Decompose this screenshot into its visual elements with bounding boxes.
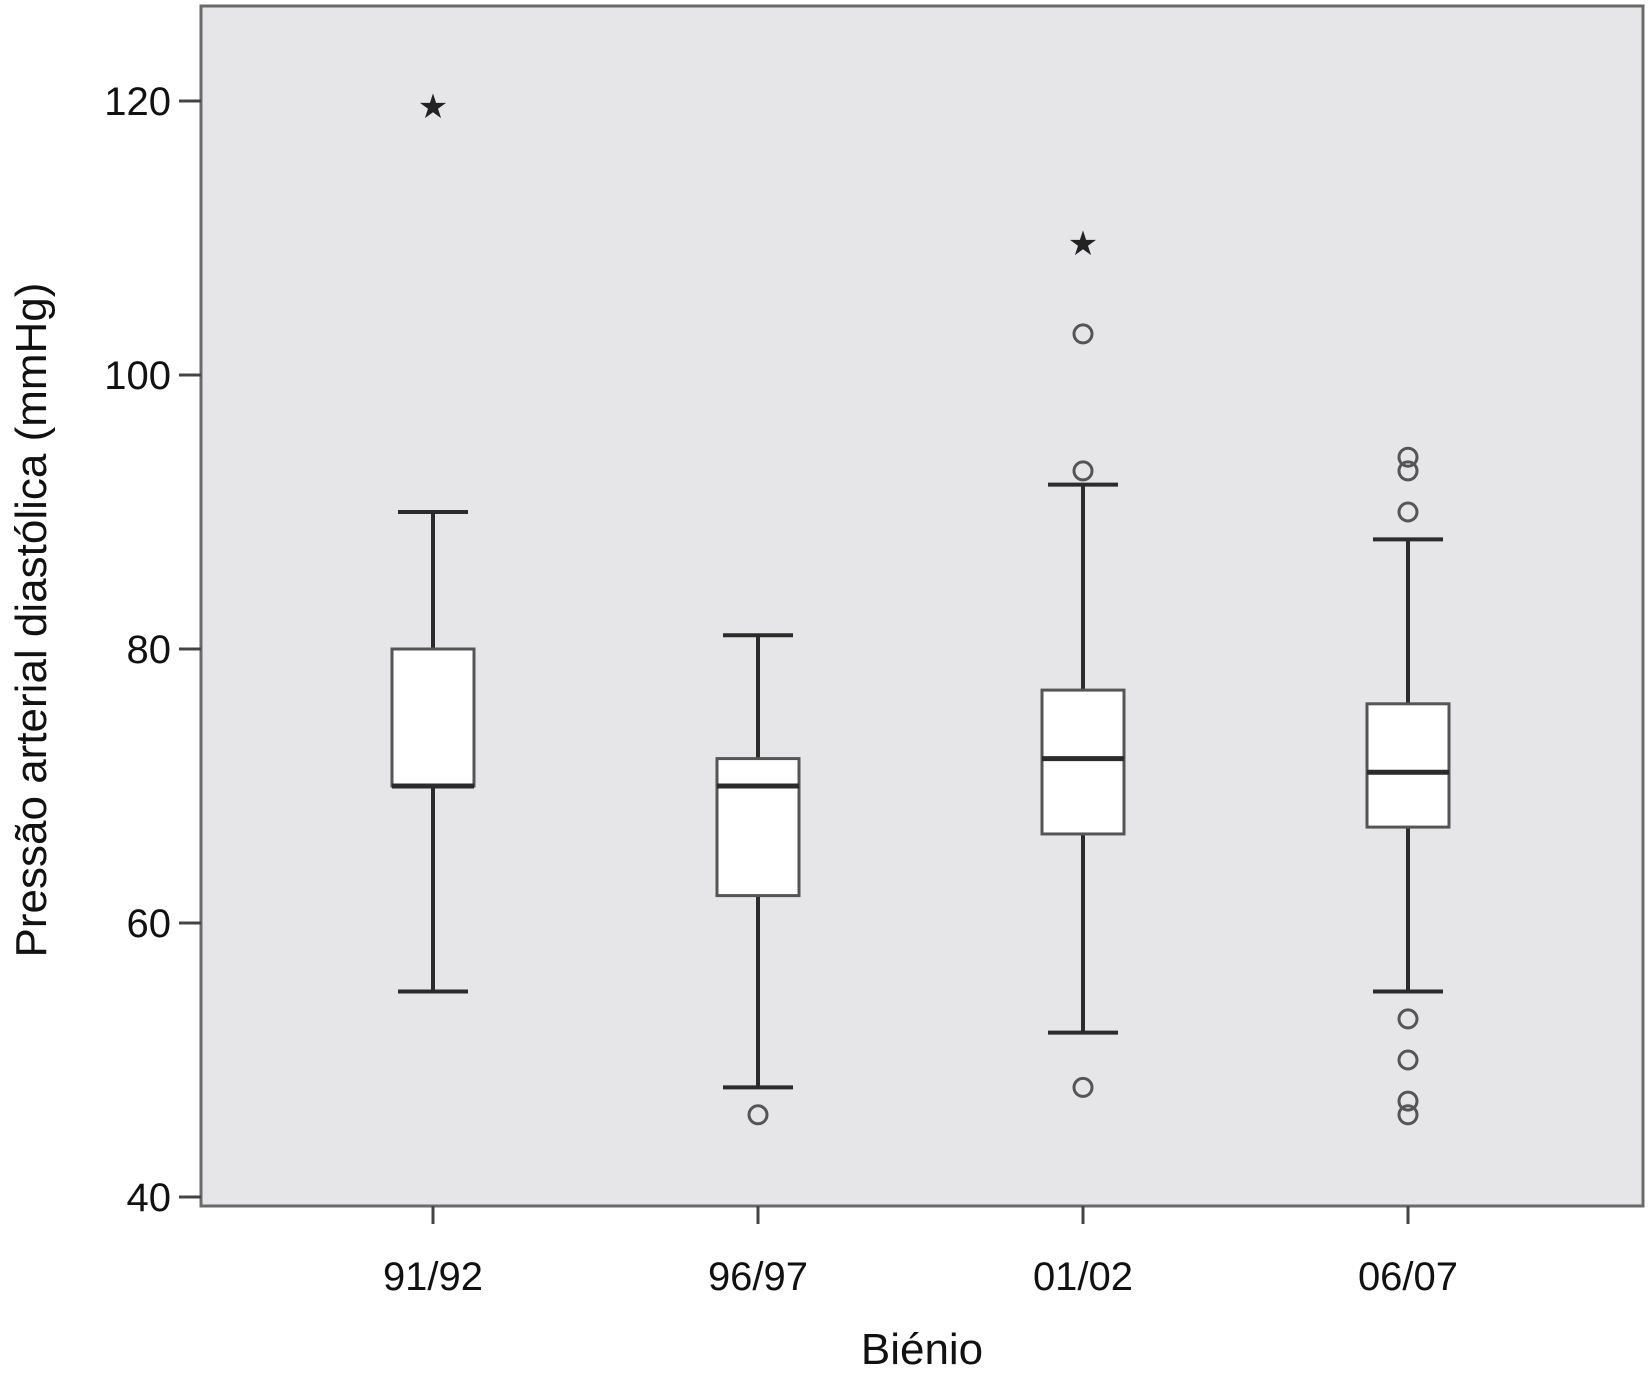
outlier-point <box>1397 446 1419 468</box>
outlier-point <box>1397 1008 1419 1030</box>
y-tick-label: 120 <box>104 80 171 124</box>
box-96-97: 96/97 <box>708 633 808 1299</box>
extreme-point: ★ <box>1068 224 1098 264</box>
x-tick-label: 06/07 <box>1358 1255 1458 1299</box>
box-91-92: 91/92 ★ <box>383 87 483 1299</box>
y-tick-label: 60 <box>127 902 172 946</box>
x-tick-label: 91/92 <box>383 1255 483 1299</box>
y-tick-label: 100 <box>104 354 171 398</box>
y-axis-title: Pressão arterial diastólica (mmHg) <box>7 283 56 958</box>
outlier-point <box>1072 1076 1094 1098</box>
outlier-point <box>1397 460 1419 482</box>
y-tick-label: 40 <box>127 1176 172 1220</box>
iqr-box <box>1365 702 1451 829</box>
y-axis: 40 60 80 100 120 <box>104 80 201 1220</box>
outlier-point <box>1397 501 1419 523</box>
x-axis-title: Biénio <box>861 1325 983 1374</box>
iqr-box <box>1040 688 1126 836</box>
outlier-point <box>1397 1049 1419 1071</box>
iqr-box <box>715 757 801 898</box>
y-tick-label: 80 <box>127 628 172 672</box>
outlier-point <box>747 1104 769 1126</box>
outlier-point <box>1072 323 1094 345</box>
extreme-point: ★ <box>418 87 448 127</box>
outlier-point <box>1397 1104 1419 1126</box>
box-01-02: 01/02 ★ <box>1033 224 1133 1299</box>
outlier-point <box>1072 460 1094 482</box>
box-series: 91/92 ★ 96/97 01/02 ★ 06/07 <box>383 87 1458 1299</box>
x-tick-label: 01/02 <box>1033 1255 1133 1299</box>
outlier-point <box>1397 1090 1419 1112</box>
x-tick-label: 96/97 <box>708 1255 808 1299</box>
plot-area <box>199 4 1645 1208</box>
box-06-07: 06/07 <box>1358 446 1458 1299</box>
iqr-box <box>390 647 476 788</box>
